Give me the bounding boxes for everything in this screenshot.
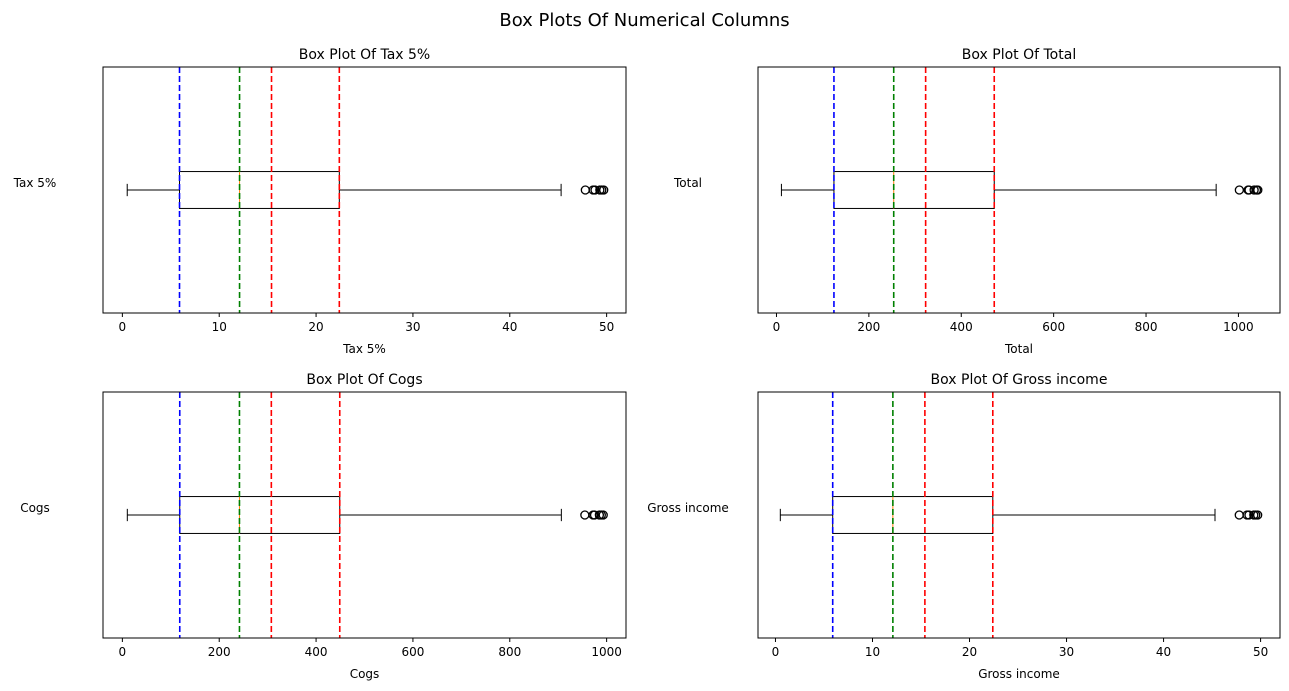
y-axis-label: Gross income (647, 501, 729, 515)
x-axis-label: Gross income (978, 667, 1060, 681)
x-tick-label: 600 (1042, 320, 1065, 334)
x-tick-label: 50 (1253, 645, 1268, 659)
subplot-1: Box Plot Of Tax 5% 0 10 20 30 40 50 Tax 5% Tax 5… (13, 47, 627, 356)
x-tick-label: 40 (1156, 645, 1171, 659)
x-tick-label: 10 (212, 320, 227, 334)
subplot-title: Box Plot Of Tax 5% (299, 47, 430, 63)
subplot-4: Box Plot Of Gross income 0 10 20 30 40 50 Gross… (647, 372, 1281, 681)
x-tick-label: 1000 (1223, 320, 1254, 334)
axes-frame (102, 391, 627, 639)
x-tick-label: 0 (772, 645, 780, 659)
x-tick-label: 0 (119, 320, 127, 334)
x-tick-label: 20 (308, 320, 323, 334)
x-tick-label: 30 (405, 320, 420, 334)
x-tick-label: 800 (498, 645, 521, 659)
x-tick-label: 50 (599, 320, 614, 334)
axes-frame (102, 66, 627, 314)
outlier-point (590, 185, 600, 195)
x-tick-label: 400 (950, 320, 973, 334)
subplot-2: Box Plot Of Total 0 200 400 600 800 1000 Total T… (673, 47, 1281, 356)
subplot-3: Box Plot Of Cogs 0 200 400 600 800 1000 Cogs Cog… (20, 372, 627, 681)
outlier-point (589, 510, 600, 520)
x-tick-label: 0 (773, 320, 781, 334)
x-tick-label: 20 (962, 645, 977, 659)
subplot-title: Box Plot Of Total (962, 47, 1076, 63)
x-tick-label: 10 (865, 645, 880, 659)
x-tick-label: 400 (305, 645, 328, 659)
outlier-point (1244, 510, 1254, 520)
x-tick-label: 600 (401, 645, 424, 659)
x-tick-label: 30 (1059, 645, 1074, 659)
outlier-point (1234, 185, 1244, 195)
x-tick-label: 800 (1135, 320, 1158, 334)
x-tick-label: 1000 (591, 645, 622, 659)
x-axis-label: Total (1004, 342, 1033, 356)
outlier-point (1253, 510, 1263, 520)
y-axis-label: Tax 5% (13, 176, 57, 190)
x-tick-label: 200 (208, 645, 231, 659)
outlier-point (1253, 185, 1263, 195)
x-tick-label: 0 (119, 645, 127, 659)
x-tick-label: 200 (857, 320, 880, 334)
x-tick-label: 40 (502, 320, 517, 334)
outlier-point (599, 185, 609, 195)
x-axis-label: Tax 5% (342, 342, 386, 356)
subplot-title: Box Plot Of Cogs (306, 372, 422, 388)
outlier-point (598, 510, 608, 520)
axes-frame (757, 66, 1281, 314)
axes-frame (757, 391, 1281, 639)
x-axis-label: Cogs (350, 667, 380, 681)
y-axis-label: Cogs (20, 501, 50, 515)
y-axis-label: Total (673, 176, 702, 190)
subplot-title: Box Plot Of Gross income (931, 372, 1108, 388)
figure-title: Box Plots Of Numerical Columns (499, 10, 789, 31)
